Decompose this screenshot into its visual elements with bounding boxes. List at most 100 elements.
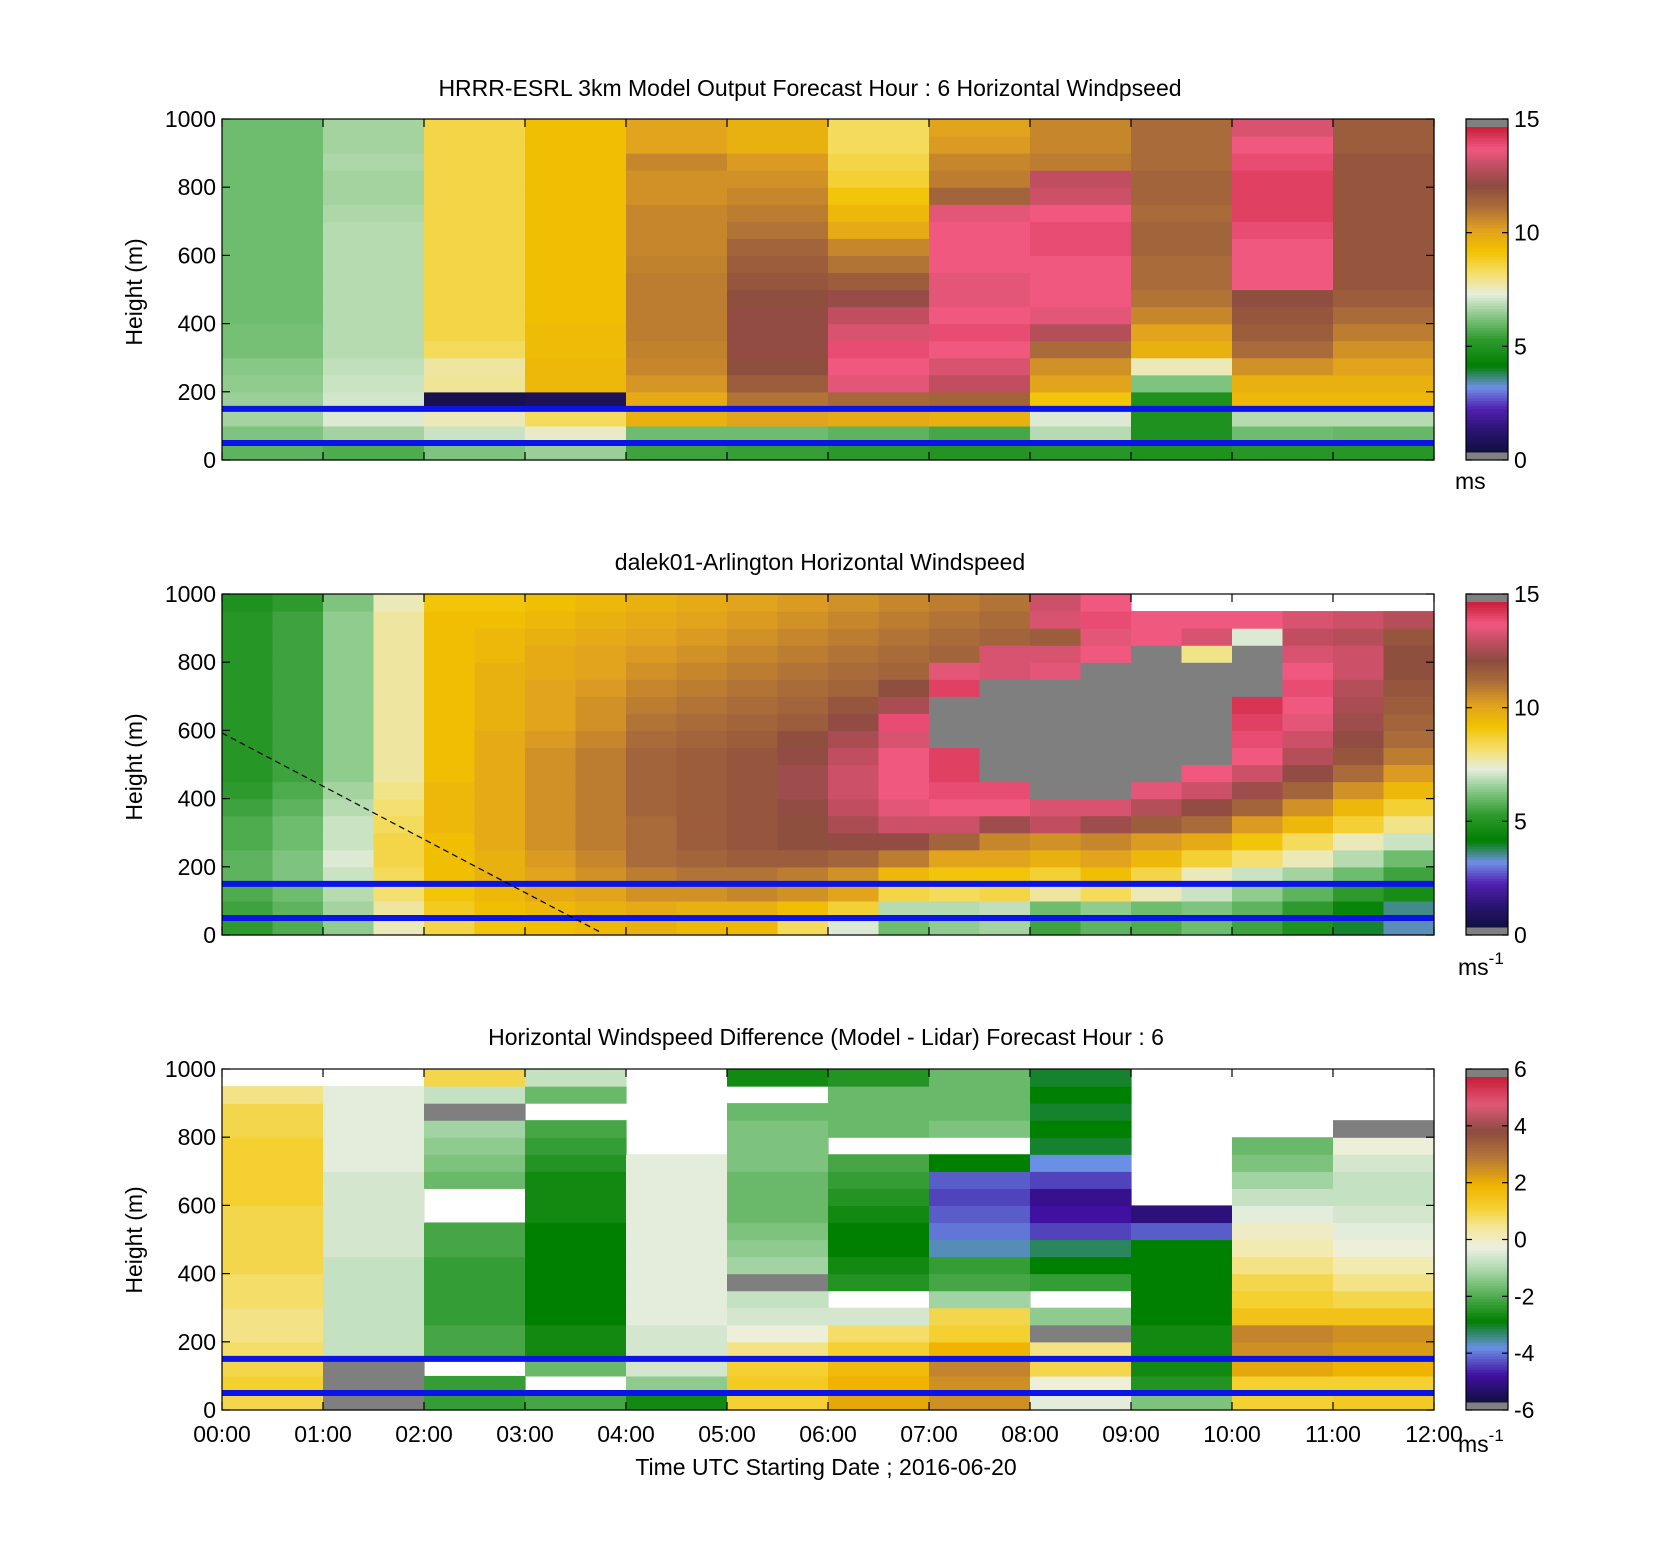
colorbar-segment <box>1466 645 1508 649</box>
heatmap-cell <box>1282 917 1334 936</box>
heatmap-cell <box>1030 798 1082 817</box>
colorbar-segment <box>1466 870 1508 874</box>
heatmap-cell <box>323 340 425 359</box>
colorbar-segment <box>1466 1104 1508 1108</box>
colorbar-segment <box>1466 1212 1508 1216</box>
colorbar-segment <box>1466 338 1508 342</box>
colorbar-segment <box>1466 443 1508 448</box>
colorbar-segment <box>1466 905 1508 909</box>
heatmap-cell <box>222 696 274 714</box>
heatmap-cell <box>929 153 1031 171</box>
heatmap-cell <box>525 306 627 325</box>
heatmap-cell <box>323 883 375 902</box>
heatmap-cell <box>979 662 1031 680</box>
heatmap-cell <box>1232 849 1284 868</box>
heatmap-cell <box>727 1171 829 1189</box>
heatmap-cell <box>979 628 1031 646</box>
colorbar-segment <box>1466 186 1508 190</box>
heatmap-cell <box>626 1290 728 1309</box>
heatmap-cell <box>525 1324 627 1343</box>
heatmap-cell <box>1232 747 1284 766</box>
colorbar-segment <box>1466 1266 1508 1270</box>
heatmap-cell <box>828 883 880 902</box>
heatmap-cell <box>828 611 880 629</box>
colorbar-segment <box>1466 227 1508 231</box>
heatmap-cell <box>222 730 274 749</box>
heatmap-cell <box>525 645 577 663</box>
heatmap-cell <box>1080 662 1132 680</box>
heatmap-cell <box>1333 1171 1435 1189</box>
colorbar-segment <box>1466 1079 1508 1083</box>
colorbar-segment <box>1466 848 1508 852</box>
colorbar-segment <box>1466 1188 1508 1192</box>
colorbar-segment <box>1466 1274 1508 1278</box>
heatmap-cell <box>828 238 930 256</box>
heatmap-cell <box>929 1239 1031 1258</box>
heatmap-cell <box>1232 645 1284 663</box>
colorbar-segment <box>1466 648 1508 652</box>
heatmap-cell <box>1131 1222 1233 1241</box>
heatmap-cell <box>272 594 324 612</box>
heatmap-cell <box>222 628 274 646</box>
heatmap-cell <box>1080 679 1132 697</box>
heatmap-cell <box>323 374 425 393</box>
heatmap-cell <box>878 645 930 663</box>
colorbar-underflow <box>1466 927 1508 935</box>
y-axis: 0 200 400 600 800 1000 <box>165 581 1434 948</box>
heatmap-cell <box>1030 866 1082 885</box>
heatmap-cell <box>1232 798 1284 817</box>
heatmap-cell <box>1232 781 1284 800</box>
colorbar-segment <box>1466 1112 1508 1116</box>
colorbar-overflow <box>1466 119 1508 127</box>
heatmap-cell <box>626 289 728 308</box>
colorbar-segment <box>1466 173 1508 177</box>
heatmap-cell <box>323 866 375 885</box>
colorbar-segment <box>1466 807 1508 812</box>
heatmap-cell <box>1333 170 1435 188</box>
heatmap-cell <box>929 1120 1031 1138</box>
colorbar-segment <box>1466 132 1508 136</box>
heatmap-cell <box>1333 1205 1435 1224</box>
heatmap-cell <box>1080 747 1132 766</box>
heatmap-cell <box>1232 391 1334 410</box>
colorbar-segment <box>1466 224 1508 228</box>
heatmap-cell <box>474 679 526 697</box>
heatmap-cell <box>525 628 577 646</box>
heatmap-cell <box>1232 238 1334 256</box>
heatmap-cell <box>424 187 526 205</box>
heatmap-cell <box>727 1239 829 1258</box>
heatmap-cell <box>1181 747 1233 766</box>
heatmap-cell <box>323 1103 425 1121</box>
heatmap-cell <box>323 1324 425 1343</box>
heatmap-cell <box>222 136 324 154</box>
heatmap-cell <box>929 730 981 749</box>
colorbar-segment <box>1466 240 1508 244</box>
heatmap-cell <box>1333 340 1435 359</box>
heatmap-cell <box>424 357 526 376</box>
heatmap-cell <box>626 594 678 612</box>
heatmap-cell <box>727 832 779 851</box>
heatmap-cell <box>222 238 324 256</box>
heatmap-cell <box>1131 1341 1233 1360</box>
colorbar-segment <box>1466 664 1508 668</box>
heatmap-cell <box>525 1205 627 1224</box>
heatmap-cell <box>626 374 728 393</box>
heatmap-cell <box>1232 628 1284 646</box>
heatmap-cell <box>1282 730 1334 749</box>
heatmap-cell <box>525 781 577 800</box>
colorbar-segment <box>1466 300 1508 304</box>
heatmap-cell <box>676 679 728 697</box>
heatmap-cell <box>878 696 930 714</box>
colorbar-segment <box>1466 829 1508 833</box>
colorbar-segment <box>1466 642 1508 646</box>
colorbar-segment <box>1466 607 1508 611</box>
heatmap-cell <box>222 764 274 783</box>
colorbar-segment <box>1466 275 1508 280</box>
colorbar-segment <box>1466 381 1508 385</box>
heatmap-cell <box>575 713 627 731</box>
heatmap-cell <box>525 1256 627 1275</box>
heatmap-cell <box>979 713 1031 731</box>
heatmap-cell <box>979 696 1031 714</box>
heatmap-cell <box>727 306 829 325</box>
heatmap-cell <box>373 900 425 919</box>
